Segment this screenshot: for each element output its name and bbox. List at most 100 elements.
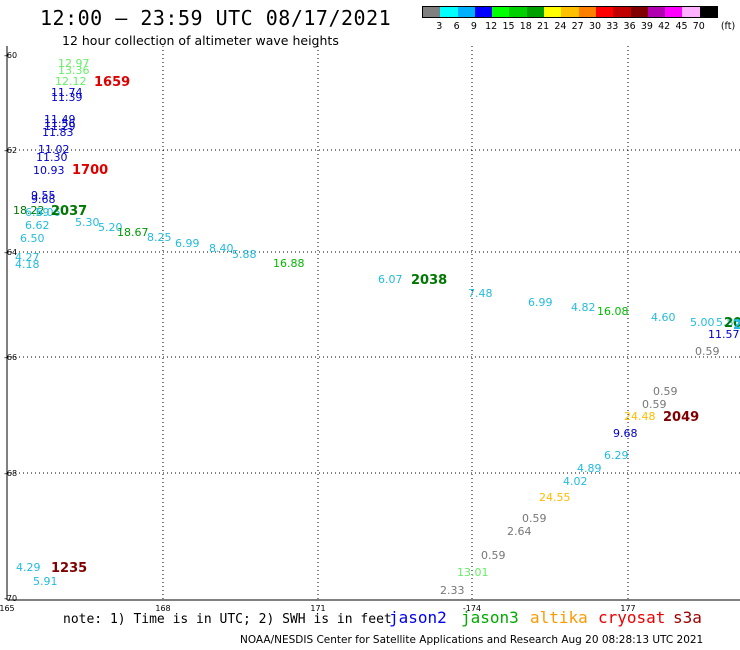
wave-height-value: 11.56	[44, 117, 76, 130]
wave-height-value: 4.02	[563, 475, 588, 488]
latitude-tick-label: -64	[4, 248, 17, 257]
wave-height-value: 4.82	[571, 301, 596, 314]
wave-height-value: 11.83	[42, 126, 74, 139]
longitude-tick-label: 171	[310, 604, 325, 613]
legend-swatch	[578, 7, 596, 17]
wave-height-value: 8.40	[209, 242, 234, 255]
latitude-tick-label: -66	[4, 353, 17, 362]
legend-label: 45	[675, 21, 688, 32]
wave-height-value: 11.57	[708, 328, 740, 341]
legend-swatch	[526, 7, 545, 17]
legend-label: 70	[692, 21, 705, 32]
wave-height-value: 2.33	[440, 584, 465, 597]
satellite-jason3-label: jason3	[461, 608, 519, 627]
pass-time-label: 20	[724, 316, 740, 331]
note-text: note: 1) Time is in UTC; 2) SWH is in fe…	[63, 612, 392, 627]
legend-swatch	[492, 7, 510, 17]
wave-height-value: 5.88	[716, 316, 740, 329]
legend-swatch	[474, 7, 493, 17]
legend-swatch	[509, 7, 527, 17]
legend-swatch	[544, 7, 562, 17]
wave-height-value: 0.59	[695, 345, 720, 358]
wave-height-value: 18.22	[13, 204, 45, 217]
legend-swatch	[630, 7, 648, 17]
legend-swatch	[561, 7, 579, 17]
wave-height-value: 11.39	[51, 91, 83, 104]
legend-label: 42	[658, 21, 671, 32]
chart-title: 12:00 – 23:59 UTC 08/17/2021	[40, 6, 392, 30]
wave-height-value: 6.07	[378, 273, 403, 286]
wave-height-value: 5.30	[75, 216, 100, 229]
pass-time-label: 2038	[411, 273, 447, 288]
wave-height-value: 6.59	[25, 206, 50, 219]
wave-height-value: 7.48	[468, 287, 493, 300]
wave-height-value: 16.08	[597, 305, 629, 318]
footer-credit: NOAA/NESDIS Center for Satellite Applica…	[240, 634, 704, 646]
wave-height-value: 2.64	[507, 525, 532, 538]
wave-height-value: 9.68	[613, 427, 638, 440]
pass-time-label: 20	[733, 318, 740, 333]
pass-time-label: 1700	[72, 163, 108, 178]
wave-height-value: 5.91	[33, 575, 58, 588]
wave-height-value: 5.88	[232, 248, 257, 261]
legend-swatch	[665, 7, 683, 17]
wave-height-value: 6.50	[20, 232, 45, 245]
wave-height-value: 11.29	[44, 120, 76, 133]
legend-label: 21	[537, 21, 550, 32]
wave-height-legend-labels: 3 6 9 12 15 18 21 24 27 30 33 36 39 42 45 70 (ft)	[422, 21, 740, 35]
legend-swatch	[699, 7, 718, 17]
longitude-tick-label: 165	[0, 604, 15, 613]
legend-label: 18	[519, 21, 532, 32]
wave-height-value: 6.99	[175, 237, 200, 250]
wave-height-value: 12.97	[58, 57, 90, 70]
legend-label: 15	[502, 21, 515, 32]
wave-height-value: 9.68	[31, 193, 56, 206]
legend-label: 24	[554, 21, 567, 32]
wave-height-value: 6.99	[528, 296, 553, 309]
wave-height-value: 18.67	[117, 226, 149, 239]
longitude-tick-label: 168	[155, 604, 170, 613]
legend-swatch	[647, 7, 666, 17]
legend-swatch	[682, 7, 700, 17]
wave-height-value: 11.49	[44, 113, 76, 126]
wave-height-value: 16.88	[273, 257, 305, 270]
wave-height-value: 0.59	[522, 512, 547, 525]
wave-height-value: 5.20	[98, 221, 123, 234]
wave-height-value: 4.29	[16, 561, 41, 574]
legend-swatch	[595, 7, 614, 17]
pass-time-labels: 1659170020372038204912352020	[51, 75, 740, 576]
map-grid	[6, 46, 740, 601]
wave-height-value: 24.48	[624, 410, 656, 423]
legend-label: 9	[470, 21, 477, 32]
wave-height-value: 11.02	[38, 143, 70, 156]
latitude-tick-label: -62	[4, 146, 17, 155]
satellite-jason2-label: jason2	[389, 608, 447, 627]
legend-swatch	[457, 7, 475, 17]
wave-height-value: 4.27	[15, 251, 40, 264]
legend-label: 39	[640, 21, 653, 32]
chart-subtitle: 12 hour collection of altimeter wave hei…	[62, 33, 339, 48]
latitude-tick-label: -68	[4, 469, 17, 478]
wave-height-value: 12.12	[55, 75, 87, 88]
wave-height-value: 6.29	[604, 449, 629, 462]
wave-height-value: 9.55	[31, 189, 56, 202]
wave-height-color-legend	[422, 6, 719, 18]
pass-time-label: 2049	[663, 410, 699, 425]
satellite-altika-label: altika	[530, 608, 588, 627]
legend-label: 30	[588, 21, 602, 32]
longitude-tick-label: 177	[620, 604, 635, 613]
legend-swatch	[613, 7, 631, 17]
wave-height-value: 4.18	[15, 258, 40, 271]
wave-height-value: 5.00	[690, 316, 715, 329]
wave-height-value: 0.59	[642, 398, 667, 411]
latitude-tick-label: -60	[4, 51, 17, 60]
legend-label: 36	[623, 21, 636, 32]
wave-height-value: 0.59	[481, 549, 506, 562]
wave-height-value: 8.25	[147, 231, 172, 244]
pass-time-label: 1659	[94, 75, 130, 90]
legend-label: 3	[436, 21, 443, 32]
wave-height-value: 24.55	[539, 491, 571, 504]
